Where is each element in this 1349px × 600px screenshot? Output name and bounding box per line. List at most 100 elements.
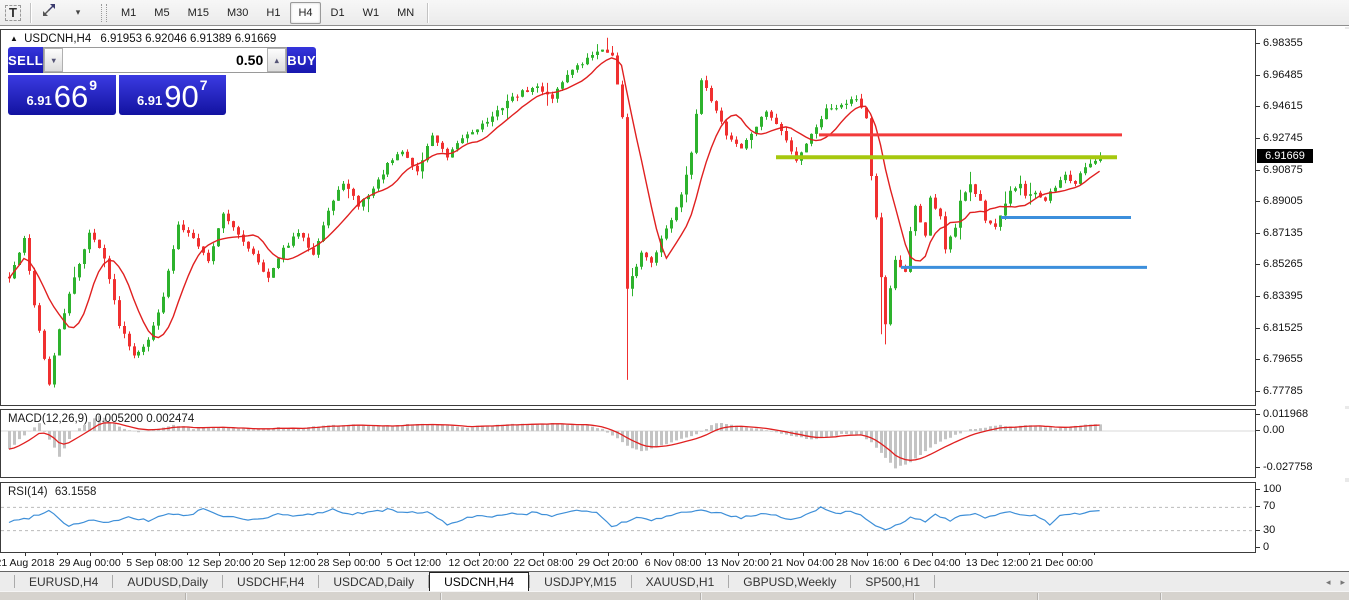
time-axis-label: 5 Sep 08:00	[126, 557, 183, 569]
time-axis-tick	[154, 553, 156, 556]
chart-tab-GBPUSD-Weekly[interactable]: GBPUSD,Weekly	[743, 574, 837, 589]
time-axis-tick	[932, 553, 934, 556]
price-axis-label: 6.83395	[1263, 290, 1303, 303]
price-axis-tick	[1256, 43, 1260, 44]
volume-input[interactable]	[63, 48, 268, 72]
rsi-indicator-pane[interactable]	[0, 482, 1256, 553]
chart-tab-USDCNH-H4[interactable]: USDCNH,H4	[429, 572, 530, 591]
buy-price-box[interactable]: 6.91 90 7	[118, 75, 226, 115]
time-axis-tick	[1094, 553, 1096, 555]
time-axis[interactable]: 21 Aug 2018 29 Aug 00:00 5 Sep 08:00 12 Sep…	[0, 553, 1349, 571]
rsi-axis-label: 0	[1263, 541, 1270, 553]
text-label-tool-button[interactable]: T	[1, 2, 25, 24]
time-axis-label: 29 Aug 00:00	[58, 557, 121, 569]
text-tool-icon: T	[5, 4, 21, 21]
rsi-canvas	[1, 506, 1255, 532]
one-click-trading-panel: SELL ▾ ▴ BUY 6.91 66 9 6.91 90 7	[8, 47, 317, 115]
tab-scroll-buttons: ◂ ▸	[1326, 572, 1345, 592]
price-axis-tick	[1256, 232, 1260, 234]
time-axis-tick	[284, 553, 286, 556]
timeframe-button-H4[interactable]: H4	[290, 1, 321, 24]
rsi-axis-label: 30	[1263, 523, 1276, 536]
chart-tab-EURUSD-H4[interactable]: EURUSD,H4	[29, 574, 99, 589]
sell-price-sup: 9	[89, 77, 98, 93]
price-axis-label: 6.96485	[1263, 68, 1303, 81]
timeframe-button-M5[interactable]: M5	[154, 6, 170, 19]
arrows-dropdown-caret[interactable]: ▾	[75, 7, 81, 17]
time-axis-tick	[802, 553, 804, 556]
arrows-tool-button[interactable]	[37, 2, 61, 24]
timeframe-button-MN[interactable]: MN	[397, 6, 415, 19]
time-axis-label: 28 Nov 16:00	[836, 557, 899, 569]
time-axis-label: 21 Nov 04:00	[771, 557, 834, 569]
tab-separator	[934, 575, 936, 588]
volume-increase-button[interactable]: ▴	[267, 48, 287, 72]
time-axis-tick	[608, 553, 610, 556]
price-axis-tick	[1256, 201, 1260, 203]
time-axis-tick	[187, 553, 188, 555]
macd-indicator-pane[interactable]	[0, 409, 1256, 478]
price-axis-tick	[1256, 106, 1260, 108]
time-axis-label: 21 Aug 2018	[0, 557, 55, 569]
chart-tab-USDJPY-M15[interactable]: USDJPY,M15	[544, 574, 617, 589]
volume-decrease-button[interactable]: ▾	[44, 48, 64, 72]
time-axis-tick	[705, 553, 707, 555]
time-axis-tick	[575, 553, 577, 555]
sell-button[interactable]: SELL	[8, 47, 44, 73]
timeframe-button-M15[interactable]: M15	[187, 6, 209, 19]
time-axis-label: 5 Oct 12:00	[386, 557, 441, 569]
time-axis-tick	[349, 553, 350, 556]
timeframe-button-W1[interactable]: W1	[362, 6, 380, 19]
sell-price-box[interactable]: 6.91 66 9	[8, 75, 116, 115]
price-axis[interactable]: 6.98355 6.96485 6.94615 6.92745 6.90875 6.890…	[1256, 29, 1349, 406]
tab-scroll-left-icon[interactable]: ◂	[1325, 576, 1331, 587]
price-chart-canvas	[8, 37, 1147, 388]
time-axis-tick	[478, 553, 480, 556]
time-axis-tick	[964, 553, 966, 555]
time-axis-tick	[219, 553, 221, 556]
price-axis-label: 6.94615	[1263, 100, 1303, 113]
chart-tab-USDCAD-Daily[interactable]: USDCAD,Daily	[333, 574, 415, 589]
status-divider	[913, 593, 915, 600]
rsi-axis-tick	[1256, 489, 1260, 490]
time-axis-tick	[251, 553, 253, 555]
macd-axis-tick	[1256, 430, 1260, 431]
top-toolbar: T ▾ M1 M5 M15 M30 H1 H4 D1 W1 MN	[0, 0, 1349, 26]
chart-tab-XAUUSD-H1[interactable]: XAUUSD,H1	[645, 574, 715, 589]
time-axis-tick	[25, 553, 26, 556]
timeframe-button-M30[interactable]: M30	[226, 6, 249, 19]
timeframe-button-M1[interactable]: M1	[121, 6, 137, 19]
price-axis-tick	[1256, 391, 1260, 392]
buy-price-big: 90	[164, 79, 199, 114]
time-axis-tick	[835, 553, 836, 555]
macd-axis: 0.011968 0.00 -0.027758	[1256, 408, 1349, 478]
toolbar-drag-grip[interactable]	[101, 3, 107, 22]
tab-separator	[428, 575, 430, 588]
time-axis-label: 21 Dec 00:00	[1030, 557, 1094, 569]
price-axis-tick	[1256, 74, 1260, 76]
timeframe-button-H1[interactable]: H1	[266, 6, 281, 19]
price-axis-label: 6.81525	[1263, 321, 1303, 334]
tab-separator	[630, 575, 632, 588]
rsi-axis-tick	[1256, 529, 1260, 531]
time-axis-label: 20 Sep 12:00	[252, 557, 316, 569]
time-axis-tick	[867, 553, 869, 556]
price-axis-label: 6.77785	[1263, 385, 1303, 397]
price-axis-tick	[1256, 169, 1260, 171]
status-divider	[1037, 593, 1039, 600]
chart-ohlc-values: 6.91953 6.92046 6.91389 6.91669	[100, 33, 277, 45]
chart-tab-USDCHF-H4[interactable]: USDCHF,H4	[237, 574, 305, 589]
chart-tab-AUDUSD-Daily[interactable]: AUDUSD,Daily	[127, 574, 209, 589]
tab-separator	[728, 575, 730, 588]
chart-tab-SP500-H1[interactable]: SP500,H1	[865, 574, 921, 589]
buy-button[interactable]: BUY	[287, 47, 317, 73]
price-axis-tick	[1256, 296, 1260, 298]
time-axis-label: 22 Oct 08:00	[513, 557, 574, 569]
status-divider	[1160, 593, 1162, 600]
price-axis-tick	[1256, 359, 1260, 361]
status-divider	[700, 593, 702, 600]
status-divider	[440, 593, 442, 600]
macd-axis-tick	[1256, 414, 1260, 416]
tab-scroll-right-icon[interactable]: ▸	[1340, 576, 1345, 587]
timeframe-button-D1[interactable]: D1	[330, 6, 345, 19]
